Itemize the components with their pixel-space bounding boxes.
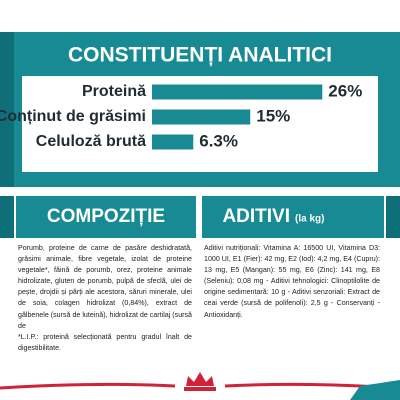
value-label: 6.3%: [199, 131, 238, 150]
composition-text-block: Porumb, proteine de carne de pasăre desh…: [18, 243, 192, 354]
category-label: Conținut de grăsimi: [0, 108, 146, 125]
footer-corner: [350, 380, 400, 400]
composition-edge: [0, 196, 14, 238]
category-label: Celuloză brută: [36, 133, 146, 150]
composition-header: [16, 196, 196, 238]
value-label: 15%: [256, 106, 290, 125]
composition-text: Porumb, proteine de carne de pasăre desh…: [18, 244, 192, 330]
value-label: 26%: [328, 81, 362, 100]
additives-unit: (la kg): [295, 214, 324, 225]
brand-logo: [184, 372, 216, 391]
bar: [152, 84, 323, 100]
chart-title: CONSTITUENȚI ANALITICI: [68, 44, 332, 67]
bar: [152, 134, 194, 150]
composition-note: *L.I.P.: proteină selecționată pentru gr…: [18, 332, 192, 352]
bar: [152, 109, 251, 125]
additives-text: Aditivi nutriționali: Vitamina A: 16500 …: [204, 244, 380, 319]
category-label: Proteină: [82, 83, 146, 100]
composition-title: COMPOZIȚIE: [47, 206, 165, 227]
additives-header: [202, 196, 384, 238]
panel-edge: [0, 32, 14, 187]
additives-edge: [386, 196, 400, 238]
additives-title: ADITIVI: [222, 206, 290, 227]
additives-text-block: Aditivi nutriționali: Vitamina A: 16500 …: [204, 243, 380, 321]
